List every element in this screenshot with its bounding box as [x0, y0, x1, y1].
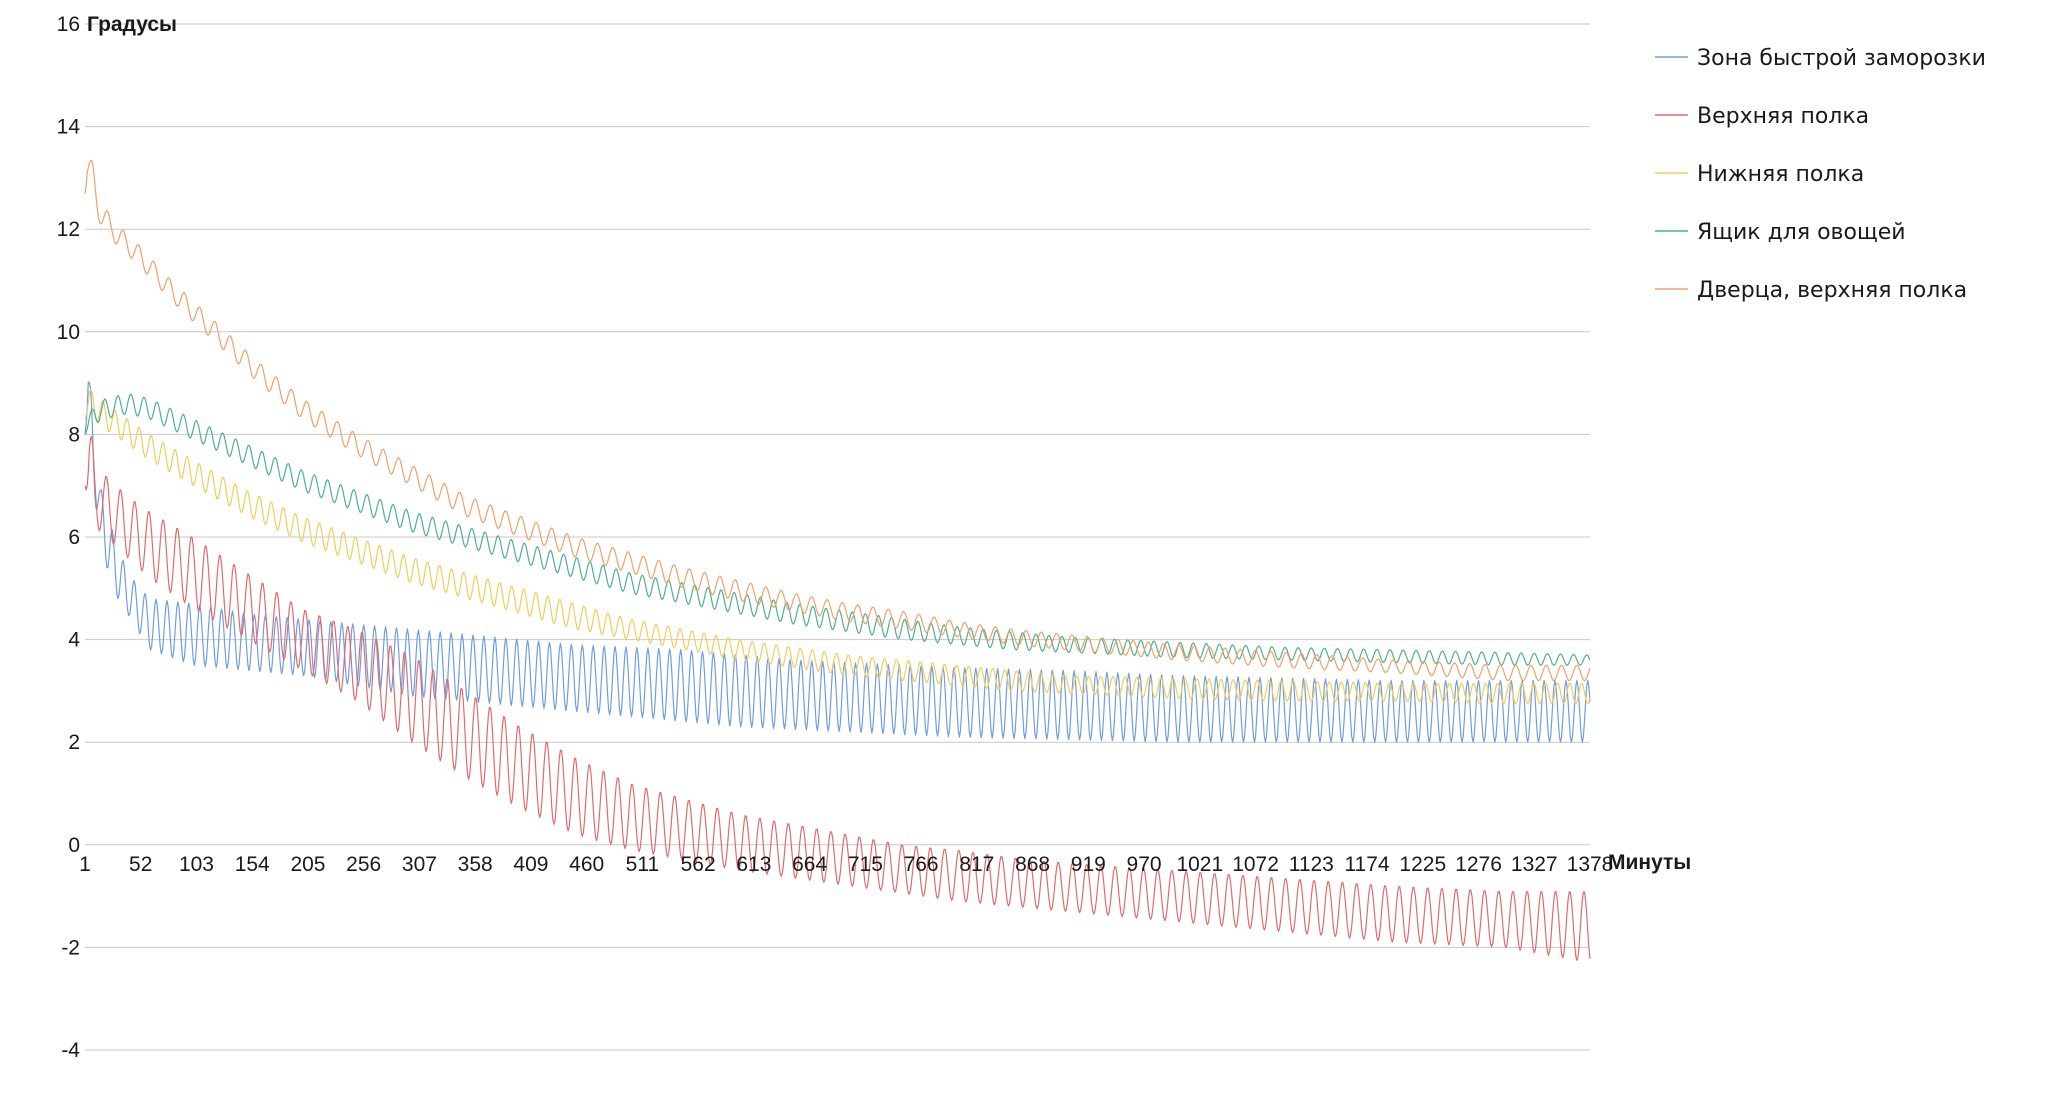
legend-label: Зона быстрой заморозки	[1697, 46, 1986, 71]
legend: Зона быстрой заморозки Верхняя полка Нижня…	[1655, 46, 1986, 303]
x-tick-label: 1174	[1344, 853, 1389, 876]
series-line-1	[84, 436, 1591, 961]
x-tick-label: 868	[1015, 853, 1050, 876]
x-tick-labels: 1 52 103 154 205 256 307 358 409 460 511 562 613 664 7…	[79, 853, 1613, 876]
y-tick-label: -2	[61, 936, 80, 959]
x-tick-label: 307	[402, 853, 437, 876]
x-tick-label: 817	[959, 853, 994, 876]
y-tick-label: 8	[68, 423, 80, 446]
legend-label: Дверца, верхняя полка	[1697, 278, 1967, 303]
x-tick-label: 664	[792, 853, 827, 876]
legend-label: Верхняя полка	[1697, 104, 1869, 129]
legend-label: Ящик для овощей	[1697, 220, 1906, 245]
y-tick-label: 14	[57, 116, 81, 139]
series-line-2	[84, 389, 1591, 705]
y-tick-label: 10	[57, 321, 80, 344]
x-tick-label: 154	[235, 853, 270, 876]
x-tick-label: 1378	[1567, 853, 1614, 876]
x-tick-label: 1021	[1176, 853, 1223, 876]
series-layer	[84, 159, 1591, 961]
x-tick-label: 1	[79, 853, 91, 876]
x-tick-label: 205	[290, 853, 325, 876]
x-tick-label: 562	[681, 853, 716, 876]
y-tick-label: 6	[68, 526, 80, 549]
legend-label: Нижняя полка	[1697, 162, 1864, 187]
x-tick-label: 1072	[1232, 853, 1279, 876]
x-tick-label: 1225	[1399, 853, 1446, 876]
y-axis-title: Градусы	[87, 13, 177, 36]
x-tick-label: 511	[626, 853, 659, 876]
y-tick-label: 16	[57, 13, 80, 36]
x-tick-label: 613	[736, 853, 771, 876]
gridlines	[85, 23, 1590, 1051]
x-tick-label: 1123	[1289, 853, 1334, 876]
x-tick-label: 256	[346, 853, 381, 876]
x-tick-label: 409	[513, 853, 548, 876]
y-tick-label: 2	[68, 731, 80, 754]
y-tick-label: 12	[57, 218, 80, 241]
y-tick-label: -4	[61, 1039, 80, 1062]
y-tick-label: 4	[68, 629, 80, 652]
x-tick-label: 358	[458, 853, 493, 876]
x-tick-label: 715	[848, 853, 883, 876]
series-line-0	[84, 381, 1591, 743]
x-tick-label: 919	[1071, 853, 1106, 876]
x-tick-label: 1276	[1455, 853, 1502, 876]
x-axis-title: Минуты	[1608, 851, 1691, 874]
x-tick-label: 103	[179, 853, 214, 876]
y-tick-labels: -4 -2 0 2 4 6 8 10 12 14 16	[57, 13, 81, 1062]
series-line-4	[84, 159, 1591, 682]
x-tick-label: 766	[904, 853, 939, 876]
x-tick-label: 1327	[1511, 853, 1558, 876]
x-tick-label: 970	[1127, 853, 1162, 876]
x-tick-label: 52	[129, 853, 152, 876]
y-tick-label: 0	[68, 834, 80, 857]
x-tick-label: 460	[569, 853, 604, 876]
